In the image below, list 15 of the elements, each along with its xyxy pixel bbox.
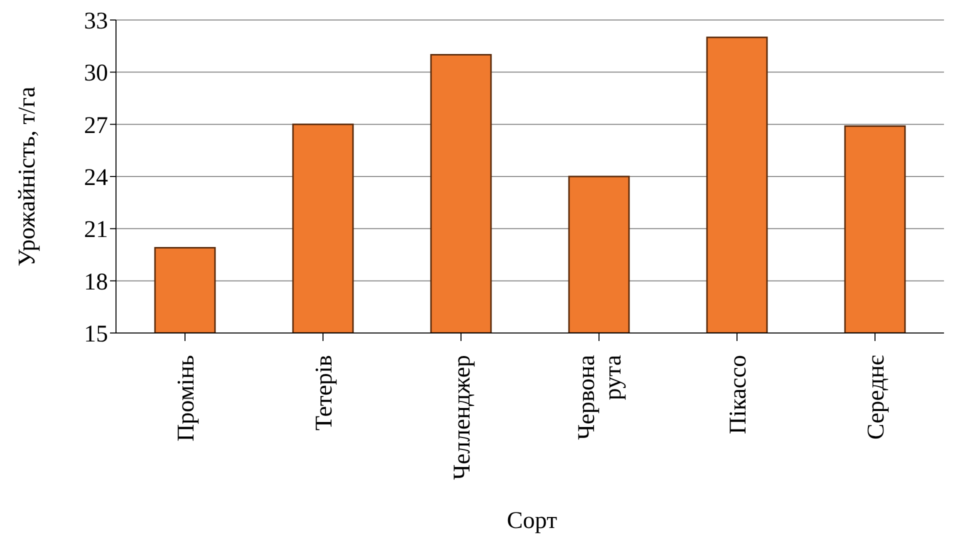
x-tick-label: Пікассо: [725, 355, 752, 434]
y-tick-label: 21: [84, 217, 108, 244]
y-tick-label: 18: [84, 269, 108, 296]
y-tick-label: 27: [84, 112, 108, 139]
y-axis-title: Урожайність, т/га: [14, 86, 42, 266]
x-tick-label: Челленджер: [449, 355, 476, 480]
x-tick-label: Тетерів: [311, 355, 338, 431]
y-tick-label: 30: [84, 60, 108, 87]
y-tick-label: 24: [84, 165, 108, 192]
x-axis-title: Сорт: [506, 508, 558, 535]
y-tick-label: 15: [84, 322, 108, 348]
x-tick-label: Промінь: [173, 354, 200, 442]
x-tick-label: Червона рута: [574, 354, 627, 440]
y-tick-label: 33: [84, 8, 108, 35]
x-tick-label: Середнє: [863, 355, 890, 440]
